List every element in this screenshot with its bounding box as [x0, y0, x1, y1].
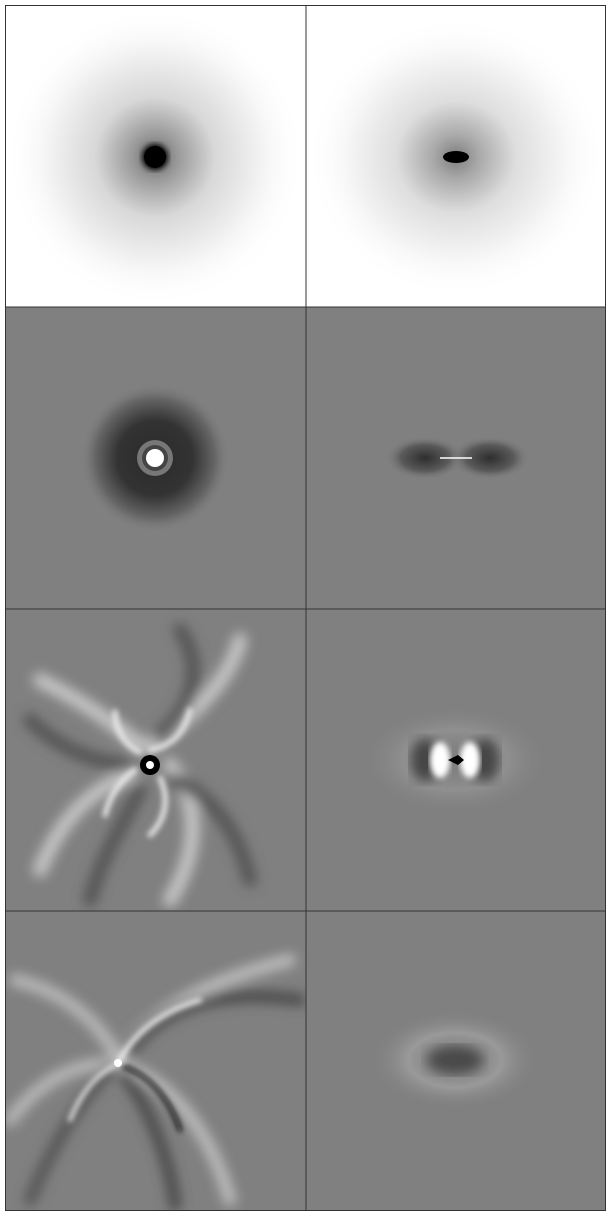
dipole: [360, 705, 550, 815]
panel-7: [5, 911, 306, 1211]
spiral: [23, 623, 257, 907]
lobe: [385, 436, 465, 480]
core: [114, 1059, 122, 1067]
core: [427, 1046, 483, 1074]
spiral: [5, 954, 306, 1211]
core: [443, 151, 469, 163]
core: [144, 146, 166, 168]
core: [146, 449, 164, 467]
core: [146, 761, 154, 769]
lobe: [450, 436, 530, 480]
